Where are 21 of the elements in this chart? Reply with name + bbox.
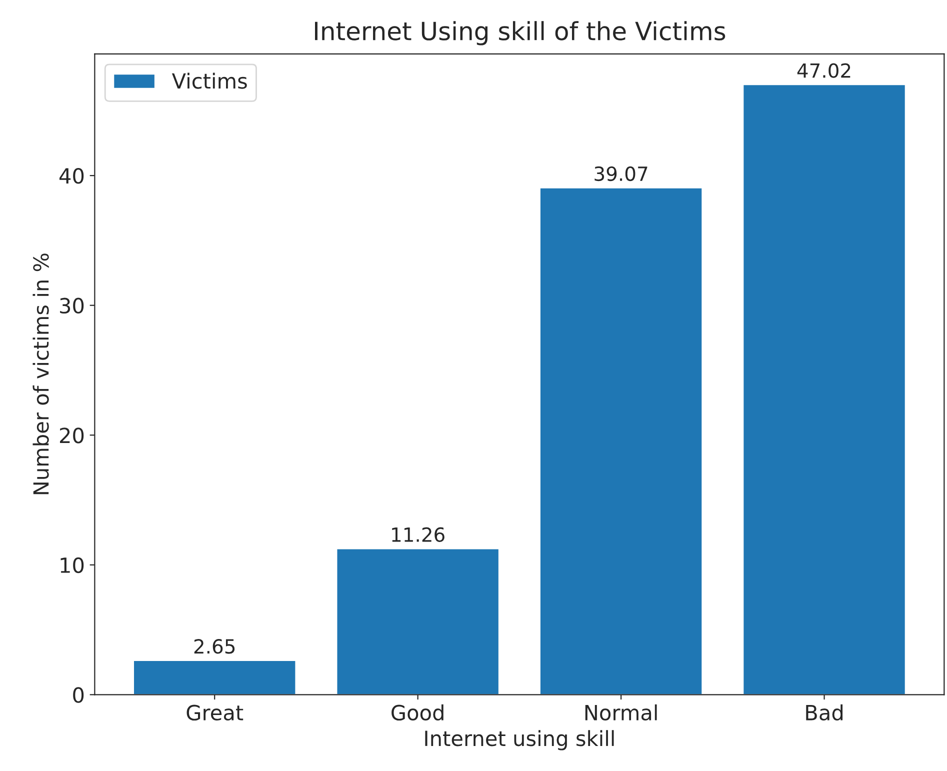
y-axis-title: Number of victims in % xyxy=(32,254,49,494)
bar xyxy=(336,548,500,695)
bar xyxy=(742,84,906,695)
legend-label: Victims xyxy=(172,72,247,89)
bar xyxy=(539,186,704,695)
chart-title: Internet Using skill of the Victims xyxy=(314,21,726,46)
x-tick-label: Great xyxy=(186,704,244,721)
bar xyxy=(132,660,297,695)
data-label: 2.65 xyxy=(194,639,235,654)
x-tick-label: Bad xyxy=(806,704,843,721)
y-tick-label: 10 xyxy=(60,557,84,574)
y-tick-label: 20 xyxy=(60,428,84,444)
x-tick-label: Normal xyxy=(585,704,657,721)
x-tick-label: Good xyxy=(392,704,444,721)
y-tick-label: 40 xyxy=(59,168,84,184)
data-label: 47.02 xyxy=(797,63,850,78)
y-tick-label: 0 xyxy=(73,687,84,703)
data-label: 39.07 xyxy=(594,166,648,182)
x-axis-title: Internet using skill xyxy=(425,730,614,750)
y-tick-label: 30 xyxy=(60,298,84,314)
data-label: 11.26 xyxy=(392,527,444,542)
